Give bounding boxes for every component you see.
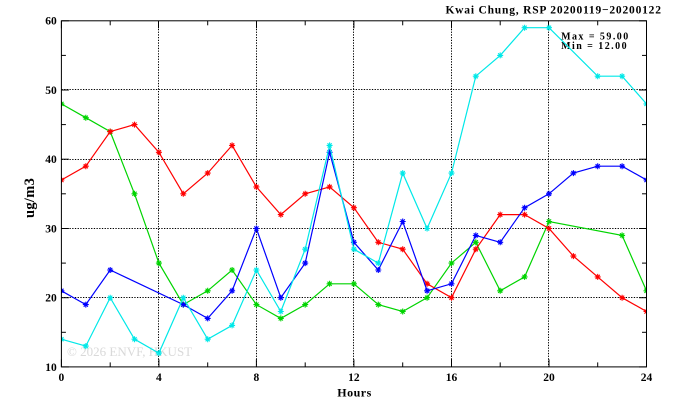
svg-text:12: 12: [348, 372, 360, 384]
svg-text:ug/m3: ug/m3: [22, 178, 38, 218]
svg-text:40: 40: [45, 154, 57, 166]
svg-text:Max = 59.00: Max = 59.00: [561, 31, 630, 42]
svg-text:20: 20: [543, 372, 555, 384]
svg-text:60: 60: [45, 16, 57, 28]
svg-text:20: 20: [45, 293, 57, 305]
svg-text:Kwai Chung, RSP 20200119−20200: Kwai Chung, RSP 20200119−20200122: [445, 5, 661, 17]
svg-text:16: 16: [446, 372, 458, 384]
svg-text:30: 30: [45, 223, 57, 235]
svg-text:4: 4: [156, 372, 162, 384]
svg-text:50: 50: [45, 85, 57, 97]
svg-text:10: 10: [45, 362, 57, 374]
svg-text:24: 24: [641, 372, 653, 384]
svg-text:0: 0: [59, 372, 65, 384]
svg-text:Hours: Hours: [337, 386, 372, 400]
svg-text:8: 8: [254, 372, 260, 384]
svg-text:Min = 12.00: Min = 12.00: [561, 41, 628, 52]
